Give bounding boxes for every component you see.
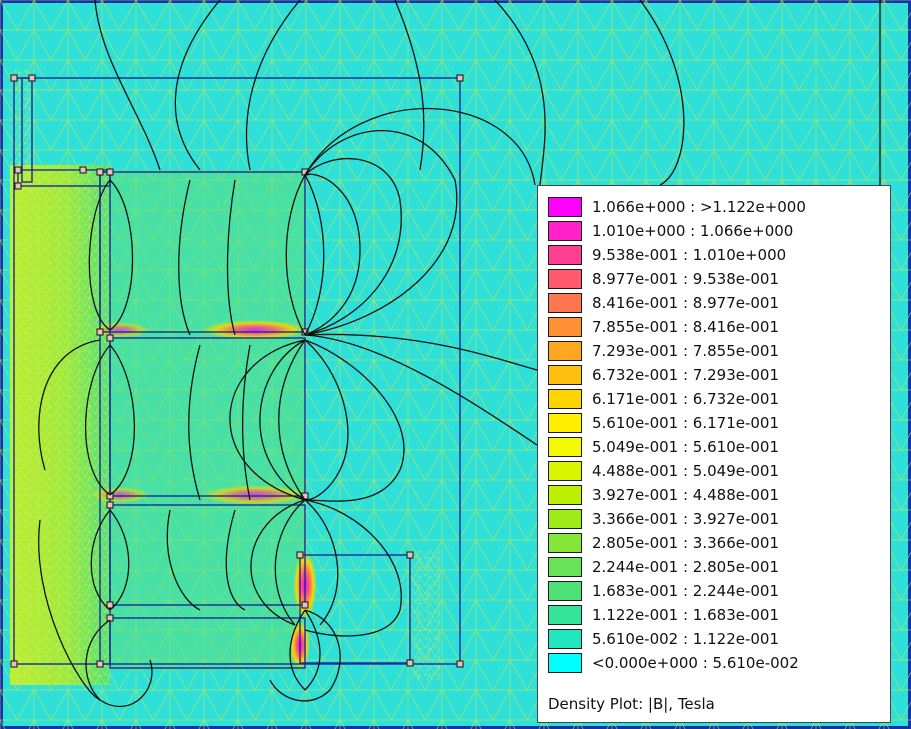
legend-label: 4.488e-001 : 5.049e-001: [592, 462, 780, 480]
legend-label: 9.538e-001 : 1.010e+000: [592, 246, 787, 264]
legend-label: 1.010e+000 : 1.066e+000: [592, 222, 794, 240]
geometry-outline: [13, 77, 461, 669]
legend-label: 2.244e-001 : 2.805e-001: [592, 558, 780, 576]
legend-entry: 5.610e-002 : 1.122e-001: [548, 629, 779, 649]
legend-label: 8.416e-001 : 8.977e-001: [592, 294, 780, 312]
legend-label: 1.683e-001 : 2.244e-001: [592, 582, 780, 600]
legend-swatch: [548, 221, 582, 241]
legend-entry: 3.927e-001 : 4.488e-001: [548, 485, 779, 505]
legend-swatch: [548, 629, 582, 649]
legend-entry: 1.683e-001 : 2.244e-001: [548, 581, 779, 601]
legend-swatch: [548, 461, 582, 481]
legend-swatch: [548, 197, 582, 217]
top-edge-mesh: [10, 70, 30, 180]
legend-label: 8.977e-001 : 9.538e-001: [592, 270, 780, 288]
legend-label: 3.927e-001 : 4.488e-001: [592, 486, 780, 504]
legend-entry: 1.122e-001 : 1.683e-001: [548, 605, 779, 625]
legend-swatch: [548, 533, 582, 553]
legend-label: 1.066e+000 : >1.122e+000: [592, 198, 806, 216]
legend-label: 1.122e-001 : 1.683e-001: [592, 606, 780, 624]
legend-entry: 5.610e-001 : 6.171e-001: [548, 413, 779, 433]
flux-contours: [38, 0, 881, 707]
legend-label: <0.000e+000 : 5.610e-002: [592, 654, 799, 672]
hotspot-left-middle: [90, 487, 150, 503]
right-fine-mesh: [410, 550, 440, 680]
legend-entry: 1.066e+000 : >1.122e+000: [548, 197, 806, 217]
legend-swatch: [548, 317, 582, 337]
legend-swatch: [548, 437, 582, 457]
legend-label: 7.293e-001 : 7.855e-001: [592, 342, 780, 360]
legend-swatch: [548, 389, 582, 409]
legend-swatch: [548, 245, 582, 265]
legend-entry: 2.805e-001 : 3.366e-001: [548, 533, 779, 553]
legend-label: 3.366e-001 : 3.927e-001: [592, 510, 780, 528]
legend-entry: 6.732e-001 : 7.293e-001: [548, 365, 779, 385]
legend-swatch: [548, 365, 582, 385]
legend-swatch: [548, 557, 582, 577]
legend-label: 5.610e-002 : 1.122e-001: [592, 630, 780, 648]
legend-entry: 1.010e+000 : 1.066e+000: [548, 221, 793, 241]
legend-entry: 3.366e-001 : 3.927e-001: [548, 509, 779, 529]
legend-swatch: [548, 485, 582, 505]
legend-label: 5.610e-001 : 6.171e-001: [592, 414, 780, 432]
legend-swatch: [548, 293, 582, 313]
core-fine-mesh: [10, 165, 110, 685]
legend-entry: 8.977e-001 : 9.538e-001: [548, 269, 779, 289]
legend-entry: 8.416e-001 : 8.977e-001: [548, 293, 779, 313]
legend-swatch: [548, 605, 582, 625]
legend-entry: 2.244e-001 : 2.805e-001: [548, 557, 779, 577]
geometry-nodes: [10, 74, 464, 668]
legend-swatch: [548, 413, 582, 433]
legend-swatch: [548, 509, 582, 529]
yoke-region: [100, 170, 305, 670]
legend-entry: 9.538e-001 : 1.010e+000: [548, 245, 786, 265]
legend-entry: 7.293e-001 : 7.855e-001: [548, 341, 779, 361]
legend-swatch: [548, 269, 582, 289]
legend-label: 2.805e-001 : 3.366e-001: [592, 534, 780, 552]
legend-entry: 7.855e-001 : 8.416e-001: [548, 317, 779, 337]
density-legend: 1.066e+000 : >1.122e+000 1.010e+000 : 1.…: [537, 185, 891, 723]
legend-entry: 6.171e-001 : 6.732e-001: [548, 389, 779, 409]
legend-swatch: [548, 653, 582, 673]
legend-label: 6.732e-001 : 7.293e-001: [592, 366, 780, 384]
legend-label: 6.171e-001 : 6.732e-001: [592, 390, 780, 408]
legend-entry: 5.049e-001 : 5.610e-001: [548, 437, 779, 457]
legend-entry: 4.488e-001 : 5.049e-001: [548, 461, 779, 481]
legend-label: 7.855e-001 : 8.416e-001: [592, 318, 780, 336]
legend-label: 5.049e-001 : 5.610e-001: [592, 438, 780, 456]
legend-swatch: [548, 581, 582, 601]
legend-caption: Density Plot: |B|, Tesla: [548, 695, 715, 713]
hotspot-upper-gap: [200, 320, 310, 340]
legend-swatch: [548, 341, 582, 361]
legend-entry: <0.000e+000 : 5.610e-002: [548, 653, 799, 673]
hotspot-middle-gap: [200, 485, 310, 505]
